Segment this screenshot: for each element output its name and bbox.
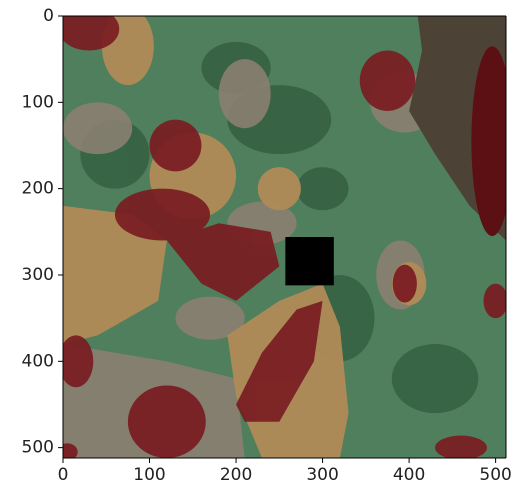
x-tick-label: 300 (306, 465, 338, 485)
x-tick-label: 100 (133, 465, 165, 485)
x-tick-label: 200 (220, 465, 252, 485)
y-tick-label: 200 (22, 179, 54, 199)
x-tick-label: 400 (393, 465, 425, 485)
y-tick-label: 100 (22, 92, 54, 112)
x-tick-label: 0 (58, 465, 69, 485)
image (57, 7, 513, 460)
y-tick-label: 500 (22, 438, 54, 458)
y-tick-label: 300 (22, 265, 54, 285)
x-tick-label: 500 (479, 465, 511, 485)
y-tick-label: 400 (22, 351, 54, 371)
y-tick-label: 0 (43, 6, 54, 26)
figure: 01002003004005000100200300400500 (0, 0, 515, 488)
